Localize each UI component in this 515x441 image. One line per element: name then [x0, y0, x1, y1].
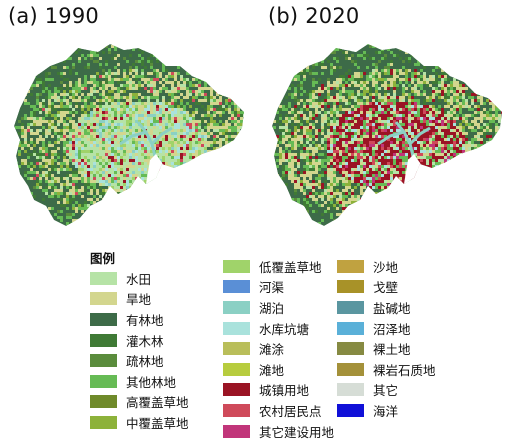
land-use-map-2020: [272, 44, 502, 226]
legend-swatch: [337, 280, 364, 294]
legend-label: 滩涂: [259, 342, 285, 358]
legend-label: 旱地: [126, 292, 152, 308]
legend-label: 沙地: [373, 259, 399, 275]
legend-label: 农村居民点: [259, 403, 322, 419]
land-cover-raster: [14, 44, 244, 226]
legend-swatch: [337, 403, 364, 417]
legend-item: 滩涂: [223, 338, 334, 359]
legend-item: 水田: [90, 268, 189, 289]
legend-swatch: [223, 280, 250, 294]
legend-swatch: [223, 321, 250, 335]
legend-item: 中覆盖草地: [90, 412, 189, 433]
legend-swatch: [223, 342, 250, 356]
legend-item: 戈壁: [337, 277, 436, 298]
legend-label: 其他林地: [126, 374, 177, 390]
legend-label: 其它建设用地: [259, 424, 335, 440]
legend-item: 有林地: [90, 309, 189, 330]
river-channel: [377, 121, 431, 161]
legend-swatch: [90, 292, 117, 306]
river-channel: [119, 121, 173, 161]
legend-swatch: [90, 395, 117, 409]
legend-swatch: [337, 321, 364, 335]
legend-swatch: [223, 300, 250, 314]
legend-swatch: [337, 342, 364, 356]
legend-swatch: [337, 362, 364, 376]
legend-column-2: 低覆盖草地河渠湖泊水库坑塘滩涂滩地城镇用地农村居民点其它建设用地: [223, 256, 334, 441]
legend-item: 湖泊: [223, 297, 334, 318]
legend-label: 水田: [126, 271, 152, 287]
legend-swatch: [90, 271, 117, 285]
legend-column-3: 沙地戈壁盐碱地沼泽地裸土地裸岩石质地其它海洋: [337, 256, 436, 421]
legend-label: 城镇用地: [259, 383, 310, 399]
legend-swatch: [223, 424, 250, 438]
legend-swatch: [90, 354, 117, 368]
legend-swatch: [223, 403, 250, 417]
legend-label: 疏林地: [126, 354, 164, 370]
legend-label: 水库坑塘: [259, 321, 310, 337]
legend-swatch: [223, 362, 250, 376]
panel-title-1990: (a) 1990: [8, 4, 99, 28]
legend-label: 中覆盖草地: [126, 415, 189, 431]
legend-swatch: [337, 259, 364, 273]
legend-swatch: [90, 415, 117, 429]
legend-item: 农村居民点: [223, 400, 334, 421]
legend-item: 其他林地: [90, 371, 189, 392]
legend-item: 沙地: [337, 256, 436, 277]
legend-item: 滩地: [223, 359, 334, 380]
legend-swatch: [337, 300, 364, 314]
legend-item: 盐碱地: [337, 297, 436, 318]
legend-label: 裸土地: [373, 342, 411, 358]
legend-swatch: [223, 259, 250, 273]
legend-item: 疏林地: [90, 350, 189, 371]
legend-swatch: [337, 383, 364, 397]
legend-label: 高覆盖草地: [126, 395, 189, 411]
legend-item: 其它建设用地: [223, 421, 334, 441]
legend-heading: 图例: [90, 251, 116, 266]
legend-label: 沼泽地: [373, 321, 411, 337]
legend-item: 城镇用地: [223, 380, 334, 401]
legend-swatch: [90, 312, 117, 326]
legend-item: 河渠: [223, 277, 334, 298]
legend-item: 低覆盖草地: [223, 256, 334, 277]
legend-label: 低覆盖草地: [259, 259, 322, 275]
legend-swatch: [90, 333, 117, 347]
legend-item: 沼泽地: [337, 318, 436, 339]
legend-label: 盐碱地: [373, 300, 411, 316]
legend-item: 旱地: [90, 289, 189, 310]
legend-item: 水库坑塘: [223, 318, 334, 339]
legend-label: 有林地: [126, 312, 164, 328]
legend-label: 滩地: [259, 362, 285, 378]
legend-label: 裸岩石质地: [373, 362, 436, 378]
land-use-map-1990: [14, 44, 244, 226]
legend-item: 裸岩石质地: [337, 359, 436, 380]
legend-label: 河渠: [259, 280, 285, 296]
legend-item: 其它: [337, 380, 436, 401]
legend-item: 海洋: [337, 400, 436, 421]
land-cover-raster: [272, 44, 502, 226]
legend-swatch: [90, 374, 117, 388]
legend-label: 湖泊: [259, 300, 285, 316]
legend-label: 其它: [373, 383, 399, 399]
legend-label: 戈壁: [373, 280, 399, 296]
legend-item: 灌木林: [90, 330, 189, 351]
legend-column-1: 水田旱地有林地灌木林疏林地其他林地高覆盖草地中覆盖草地: [90, 268, 189, 433]
legend-item: 裸土地: [337, 338, 436, 359]
legend-label: 海洋: [373, 403, 399, 419]
legend-label: 灌木林: [126, 333, 164, 349]
legend-item: 高覆盖草地: [90, 392, 189, 413]
legend-swatch: [223, 383, 250, 397]
panel-title-2020: (b) 2020: [268, 4, 360, 28]
